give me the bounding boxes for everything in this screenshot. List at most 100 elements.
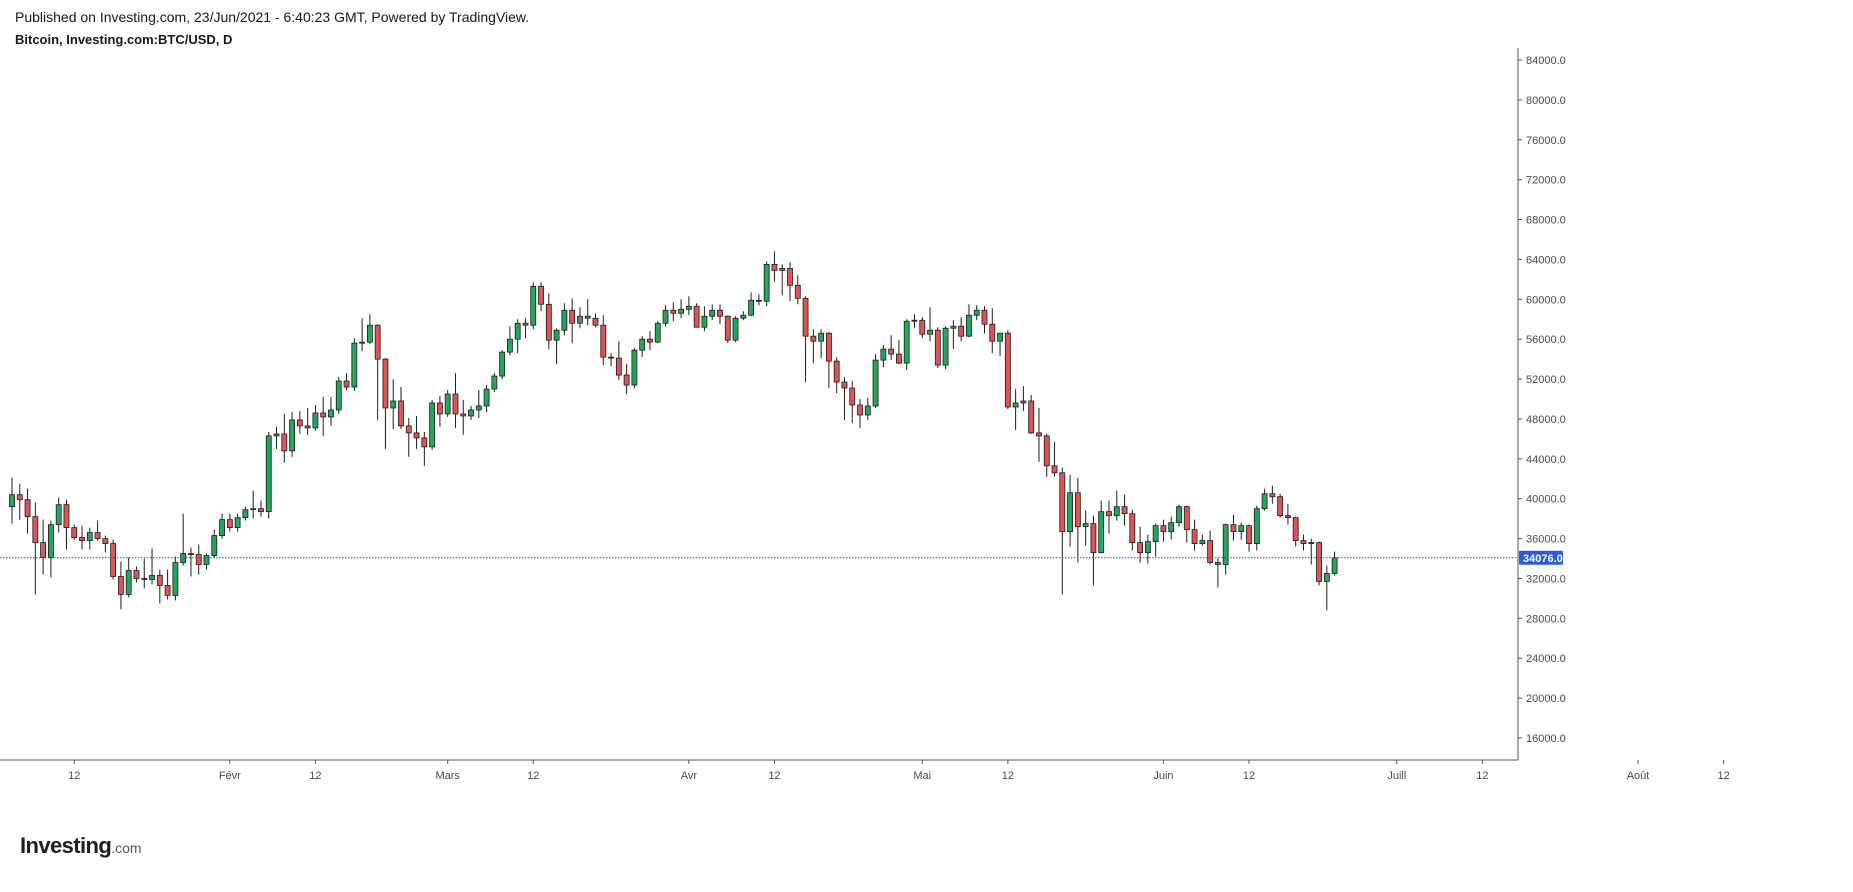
candle-body-down <box>1246 525 1252 544</box>
candle <box>1316 541 1322 586</box>
candle <box>647 331 653 351</box>
candle-body-up <box>468 409 474 417</box>
candle <box>1285 503 1291 525</box>
candle-body-down <box>1036 432 1042 437</box>
candle-body-down <box>1090 523 1097 553</box>
candle <box>748 292 754 317</box>
candle-body-up <box>997 332 1003 342</box>
candle <box>24 488 31 534</box>
candle-body-down <box>919 319 926 335</box>
candle <box>1129 509 1136 551</box>
candle <box>919 317 926 339</box>
candle-body-up <box>1176 506 1182 524</box>
candle-body-down <box>343 380 350 388</box>
candle <box>398 387 404 429</box>
candle <box>48 520 54 578</box>
candle <box>577 307 583 329</box>
candle <box>740 311 747 321</box>
candle-body-up <box>872 359 879 407</box>
price-tick-label: 76000.0 <box>1526 135 1566 147</box>
time-tick-label: 12 <box>309 770 321 782</box>
candle <box>195 544 202 575</box>
candle-body-down <box>1292 517 1299 541</box>
candle <box>242 506 249 521</box>
time-tick-label: 12 <box>1476 770 1488 782</box>
time-axis[interactable]: 12 Févr 12 Mars 12 Avr 12 Mai 12 Juin 12 Juill 12 Aoû… <box>0 759 1853 782</box>
candle <box>312 404 319 431</box>
candle <box>724 315 731 344</box>
candle <box>40 519 47 575</box>
candle-body-up <box>950 325 957 329</box>
candle-body-up <box>429 402 436 448</box>
candle-body-up <box>273 433 280 437</box>
candle <box>234 513 241 532</box>
candle-body-down <box>405 425 412 434</box>
candle-body-down <box>374 324 381 360</box>
price-tick-label: 40000.0 <box>1526 494 1566 506</box>
candle <box>382 358 389 449</box>
price-axis[interactable]: 84000.0 80000.0 76000.0 72000.0 68000.0 64000… <box>1517 48 1566 760</box>
candle <box>538 282 544 312</box>
candle <box>584 299 591 326</box>
candle <box>390 379 397 429</box>
candle <box>1067 474 1073 547</box>
candle <box>1292 516 1299 547</box>
candle-body-up <box>903 320 910 364</box>
candle-body-down <box>32 516 39 543</box>
candle-body-down <box>888 348 895 355</box>
candle-body-down <box>460 413 467 417</box>
candle <box>763 261 770 307</box>
candle <box>522 318 529 339</box>
candle-body-down <box>195 554 202 565</box>
candle-body-up <box>1098 511 1105 553</box>
current-price-label: 34076.0 <box>1523 553 1563 565</box>
candle <box>9 477 15 524</box>
candle <box>981 306 988 334</box>
candle <box>592 313 599 328</box>
candle-body-down <box>421 437 428 448</box>
candle-body-down <box>1004 332 1011 408</box>
candle <box>102 535 109 553</box>
candle-body-down <box>615 357 622 376</box>
candle <box>654 321 661 344</box>
candle <box>958 317 965 342</box>
price-tick-label: 24000.0 <box>1526 653 1566 665</box>
candle <box>188 547 194 577</box>
candle <box>94 520 101 541</box>
candle-body-up <box>55 504 62 526</box>
candle-body-down <box>724 315 731 341</box>
candle <box>219 513 225 539</box>
candle <box>429 399 436 450</box>
candle-body-down <box>188 553 194 555</box>
candle-body-down <box>1300 540 1307 544</box>
candle <box>934 327 941 369</box>
candle <box>1004 330 1011 409</box>
candle <box>71 524 78 540</box>
price-tick-label: 28000.0 <box>1526 613 1566 625</box>
candle-body-down <box>141 578 148 580</box>
candle-body-down <box>1137 542 1143 553</box>
candle-body-up <box>1331 557 1338 574</box>
candle-body-down <box>1207 540 1214 563</box>
candle <box>491 373 498 393</box>
candle <box>771 251 778 282</box>
candle <box>55 497 62 533</box>
candle-body-down <box>670 309 677 314</box>
candle-body-down <box>398 400 404 427</box>
candle-body-up <box>942 327 949 366</box>
candle <box>328 397 334 426</box>
candle <box>203 553 210 570</box>
candle-body-down <box>794 284 801 299</box>
candle <box>1036 407 1042 462</box>
candle-body-down <box>810 335 817 342</box>
time-tick-label: 12 <box>768 770 780 782</box>
candle-body-up <box>359 341 366 344</box>
candle-body-up <box>1082 523 1089 528</box>
candle <box>1059 467 1066 595</box>
candle-body-down <box>118 576 124 595</box>
candle <box>1106 500 1112 534</box>
candle <box>460 399 467 435</box>
candle-body-up <box>172 562 179 596</box>
candle-body-down <box>693 305 700 328</box>
